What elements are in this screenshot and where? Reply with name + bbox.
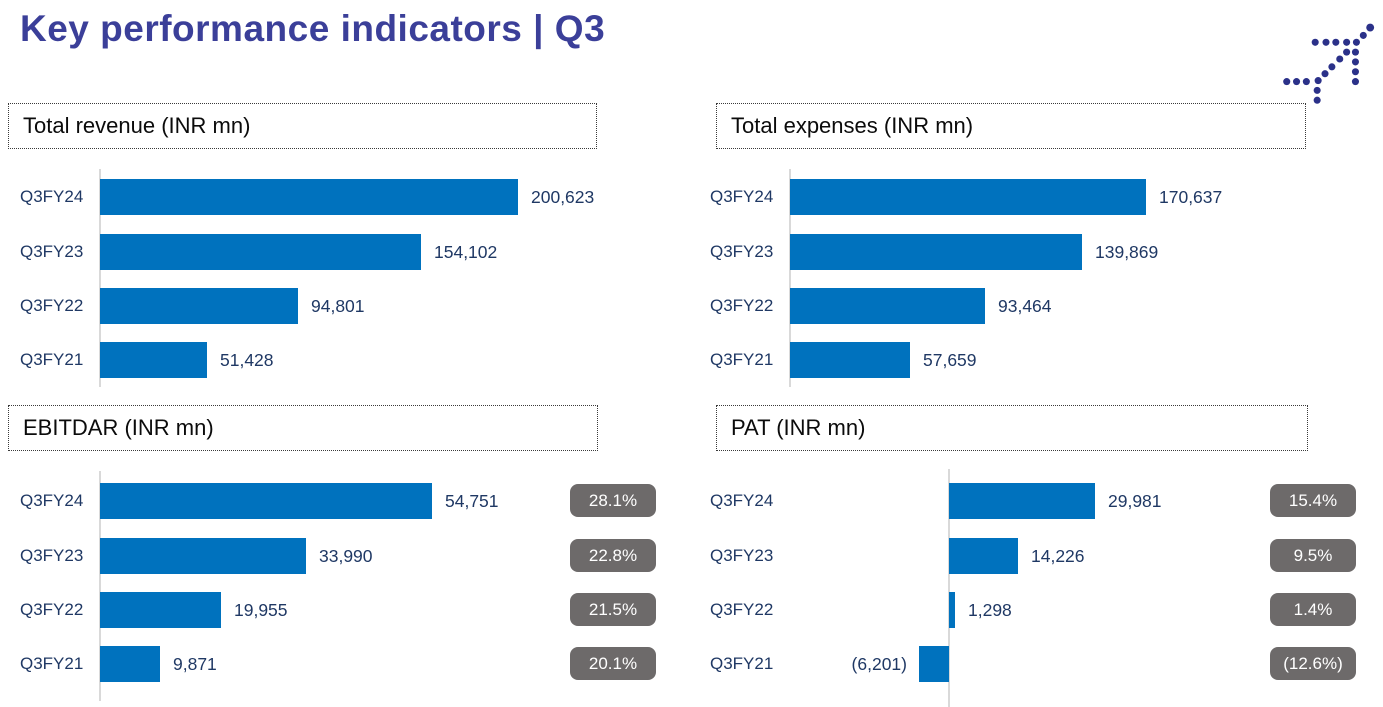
panel-title-label: EBITDAR (INR mn): [23, 415, 214, 440]
category-label: Q3FY22: [710, 600, 774, 619]
panel-title-label: Total revenue (INR mn): [23, 113, 251, 138]
category-label: Q3FY21: [20, 350, 84, 369]
category-label: Q3FY23: [710, 546, 774, 565]
bar-chart-total-expenses: Q3FY24 170,637 Q3FY23 139,869 Q3FY22 93,464 Q3…: [708, 165, 1383, 407]
indigo-dotted-plane-icon: [1283, 23, 1375, 104]
value-label: 29,981: [1108, 491, 1162, 511]
bar: [790, 288, 985, 324]
bar: [100, 483, 432, 519]
bar-chart-total-revenue: Q3FY24 200,623 Q3FY23 154,102 Q3FY22 94,801 Q3…: [8, 165, 683, 407]
category-label: Q3FY22: [20, 600, 84, 619]
value-label: 33,990: [319, 546, 373, 566]
category-label: Q3FY23: [20, 242, 84, 261]
category-label: Q3FY24: [710, 187, 774, 206]
bar: [790, 179, 1146, 215]
bar: [100, 646, 160, 682]
category-label: Q3FY23: [710, 242, 774, 261]
axis-line: [99, 471, 101, 701]
bar: [100, 179, 518, 215]
margin-badge: 15.4%: [1270, 484, 1356, 517]
value-label: 14,226: [1031, 546, 1085, 566]
bar-chart-pat: Q3FY24 29,981 15.4% Q3FY23 14,226 9.5% Q3FY22 1…: [708, 467, 1383, 707]
panel-title-total-expenses: Total expenses (INR mn): [716, 103, 1306, 149]
bar: [100, 234, 421, 270]
value-label: 51,428: [220, 350, 274, 370]
margin-badge: 1.4%: [1270, 593, 1356, 626]
bar: [100, 288, 298, 324]
panel-title-total-revenue: Total revenue (INR mn): [8, 103, 597, 149]
margin-badge: (12.6%): [1270, 647, 1356, 680]
value-label: 170,637: [1159, 187, 1223, 207]
margin-badge: 22.8%: [570, 539, 656, 572]
axis-line: [99, 169, 101, 387]
bar: [100, 592, 221, 628]
value-label: 154,102: [434, 242, 498, 262]
panel-title-ebitdar: EBITDAR (INR mn): [8, 405, 598, 451]
bar: [100, 342, 207, 378]
panel-title-label: PAT (INR mn): [731, 415, 866, 440]
value-label: 139,869: [1095, 242, 1159, 262]
category-label: Q3FY24: [20, 187, 84, 206]
bar: [949, 483, 1095, 519]
category-label: Q3FY24: [20, 491, 84, 510]
bar: [949, 592, 955, 628]
margin-badge: 21.5%: [570, 593, 656, 626]
margin-badge: 28.1%: [570, 484, 656, 517]
value-label: 93,464: [998, 296, 1052, 316]
value-label: 94,801: [311, 296, 365, 316]
value-label: (6,201): [851, 654, 907, 674]
category-label: Q3FY22: [20, 296, 84, 315]
category-label: Q3FY23: [20, 546, 84, 565]
axis-line: [948, 469, 950, 707]
panel-title-label: Total expenses (INR mn): [731, 113, 974, 138]
panel-title-pat: PAT (INR mn): [716, 405, 1308, 451]
category-label: Q3FY21: [710, 654, 774, 673]
page-title: Key performance indicators | Q3: [20, 8, 606, 49]
bar-chart-ebitdar: Q3FY24 54,751 28.1% Q3FY23 33,990 22.8% Q3FY22…: [8, 467, 683, 707]
value-label: 1,298: [968, 600, 1012, 620]
value-label: 57,659: [923, 350, 977, 370]
category-label: Q3FY24: [710, 491, 774, 510]
category-label: Q3FY21: [710, 350, 774, 369]
bar: [919, 646, 949, 682]
value-label: 200,623: [531, 187, 595, 207]
margin-badge: 9.5%: [1270, 539, 1356, 572]
axis-line: [789, 169, 791, 387]
bar: [100, 538, 306, 574]
margin-badge: 20.1%: [570, 647, 656, 680]
value-label: 19,955: [234, 600, 288, 620]
value-label: 54,751: [445, 491, 499, 511]
category-label: Q3FY21: [20, 654, 84, 673]
value-label: 9,871: [173, 654, 217, 674]
bar: [790, 234, 1082, 270]
bar: [790, 342, 910, 378]
bar: [949, 538, 1018, 574]
category-label: Q3FY22: [710, 296, 774, 315]
